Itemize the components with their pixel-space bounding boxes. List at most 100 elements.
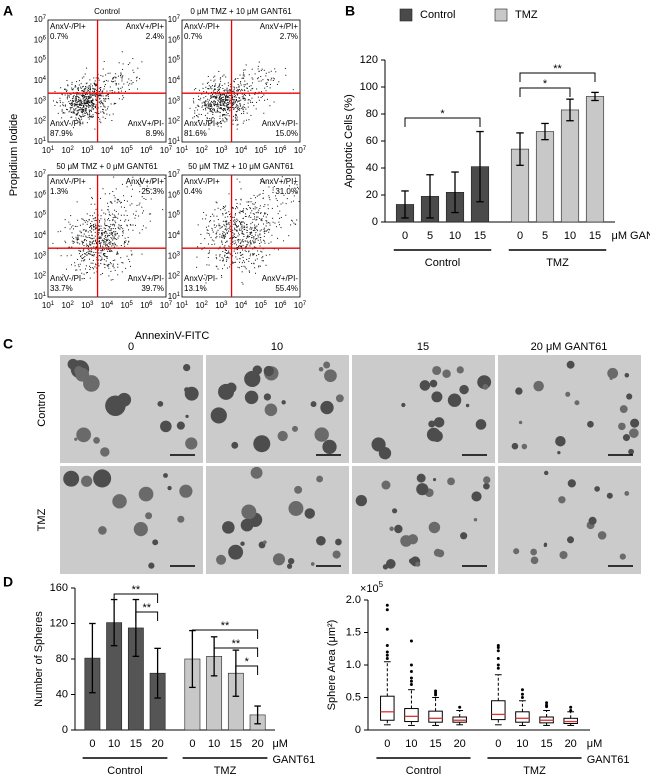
plot-frame: [181, 174, 301, 298]
event-dot: [203, 97, 205, 99]
event-dot: [232, 235, 234, 237]
tick-base: 10: [168, 117, 177, 126]
event-dot: [250, 232, 252, 234]
event-dot: [211, 97, 213, 99]
event-dot: [110, 228, 112, 230]
event-dot: [113, 267, 115, 269]
significance-bracket: [519, 72, 596, 82]
event-dot: [213, 80, 215, 82]
event-dot: [260, 179, 262, 181]
x-tick-label: 15: [130, 738, 142, 750]
event-dot: [206, 91, 208, 93]
event-dot: [100, 263, 102, 265]
event-dot: [125, 210, 127, 212]
event-dot: [257, 65, 259, 67]
sphere: [459, 384, 469, 395]
event-dot: [259, 217, 261, 219]
outlier: [409, 670, 413, 673]
event-dot: [258, 253, 260, 255]
event-dot: [112, 217, 114, 219]
event-dot: [277, 213, 279, 215]
event-dot: [209, 221, 211, 223]
event-dot: [98, 95, 100, 97]
event-dot: [223, 105, 225, 107]
event-dot: [254, 206, 256, 208]
event-dot: [227, 216, 229, 218]
event-dot: [118, 98, 120, 100]
group-label: TMZ: [546, 257, 569, 269]
event-dot: [95, 107, 97, 109]
event-dot: [88, 95, 90, 97]
event-dot: [86, 105, 88, 107]
event-dot: [233, 220, 235, 222]
event-dot: [115, 216, 117, 218]
event-dot: [92, 104, 94, 106]
event-dot: [268, 186, 270, 188]
event-dot: [90, 83, 92, 85]
event-dot: [219, 233, 221, 235]
event-dot: [106, 90, 108, 92]
outlier: [385, 650, 389, 654]
tick-base: 10: [160, 301, 169, 310]
event-dot: [274, 68, 276, 70]
quadrant-name: AnxV+/PI-: [262, 274, 299, 283]
event-dot: [108, 250, 110, 252]
event-dot: [67, 94, 69, 96]
event-dot: [225, 90, 227, 92]
event-dot: [68, 221, 70, 223]
event-dot: [114, 91, 116, 93]
x-tick-label: 15: [230, 738, 242, 750]
event-dot: [112, 191, 114, 193]
event-dot: [71, 111, 73, 113]
event-dot: [242, 107, 244, 109]
event-dot: [108, 213, 110, 215]
outlier: [496, 649, 500, 653]
event-dot: [239, 251, 241, 253]
event-dot: [249, 207, 251, 209]
event-dot: [250, 201, 252, 203]
sphere: [294, 485, 303, 494]
event-dot: [60, 87, 62, 89]
event-dot: [229, 246, 231, 248]
event-dot: [251, 237, 253, 239]
event-dot: [234, 223, 236, 225]
event-dot: [256, 238, 258, 240]
event-dot: [104, 253, 106, 255]
event-dot: [82, 258, 84, 260]
event-dot: [95, 239, 97, 241]
event-dot: [95, 93, 97, 95]
event-dot: [80, 115, 82, 117]
sphere: [428, 521, 441, 534]
sphere: [622, 434, 630, 442]
event-dot: [110, 250, 112, 252]
y-tick-label: 40: [56, 688, 68, 700]
quadrant-name: AnxV+/PI+: [260, 22, 299, 31]
event-dot: [110, 233, 112, 235]
event-dot: [108, 246, 110, 248]
event-dot: [217, 219, 219, 221]
sphere: [244, 370, 261, 388]
event-dot: [200, 233, 202, 235]
event-dot: [227, 91, 229, 93]
event-dot: [226, 96, 228, 98]
event-dot: [243, 111, 245, 113]
event-dot: [284, 67, 286, 69]
event-dot: [232, 98, 234, 100]
event-dot: [205, 214, 207, 216]
event-dot: [64, 121, 66, 123]
event-dot: [246, 224, 248, 226]
event-dot: [216, 111, 218, 113]
column-label: 0: [128, 341, 134, 353]
event-dot: [221, 104, 223, 106]
event-dot: [236, 128, 238, 130]
event-dot: [69, 103, 71, 105]
event-dot: [256, 258, 258, 260]
event-dot: [260, 229, 262, 231]
event-dot: [296, 191, 298, 193]
event-dot: [251, 97, 253, 99]
event-dot: [229, 226, 231, 228]
event-dot: [87, 100, 89, 102]
event-dot: [80, 232, 82, 234]
event-dot: [100, 95, 102, 97]
event-dot: [222, 110, 224, 112]
